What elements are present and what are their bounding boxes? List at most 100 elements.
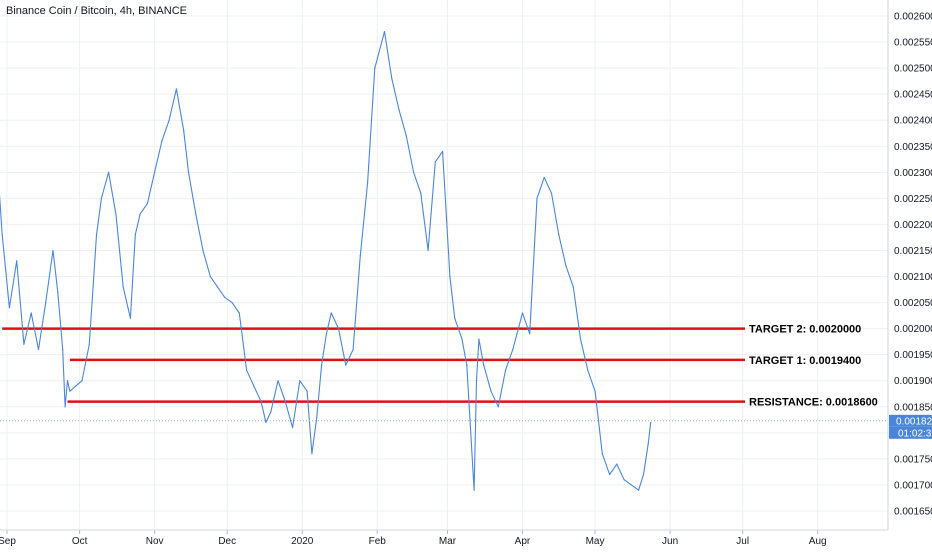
price-axis[interactable]: 0.0026000 0.0025500 0.0025000 0.0024500 0.00… (887, 0, 932, 530)
price-point (608, 473, 611, 476)
price-point (594, 390, 596, 392)
price-point (616, 463, 618, 465)
price-point (391, 77, 393, 80)
price-point (62, 348, 64, 351)
price-point (497, 406, 499, 408)
time-tick-label: Feb (369, 536, 387, 547)
price-point (57, 291, 59, 293)
price-point (630, 484, 632, 486)
time-tick-label: Nov (146, 536, 164, 547)
price-point (299, 380, 301, 382)
symbol-title: Binance Coin / Bitcoin, 4h, BINANCE (6, 5, 187, 17)
countdown-badge (889, 426, 932, 439)
price-point (154, 171, 156, 173)
price-point (311, 453, 313, 455)
current-price-badge (889, 414, 932, 427)
price-tick-label: 0.0020500 (894, 298, 932, 309)
price-point (359, 255, 361, 257)
price-point (352, 348, 354, 351)
price-point (601, 453, 603, 455)
price-point (550, 192, 553, 194)
level-label: TARGET 2: 0.0020000 (749, 324, 861, 336)
price-point (420, 192, 422, 194)
price-point (383, 31, 386, 33)
price-point (115, 213, 117, 215)
price-point (69, 390, 71, 392)
price-point (216, 286, 219, 288)
price-point (321, 364, 323, 366)
time-axis[interactable]: Sep Oct Nov Dec 2020 Feb Mar Apr May Jun Jul Aug (0, 529, 888, 547)
price-point (642, 473, 645, 476)
price-point (146, 202, 148, 205)
price-tick-label: 0.0017500 (894, 454, 932, 465)
price-tick-label: 0.0025000 (894, 64, 932, 75)
price-point (161, 140, 163, 142)
price-tick-label: 0.0018500 (894, 402, 932, 413)
price-point (122, 286, 124, 288)
price-point (558, 234, 560, 236)
price-point (412, 171, 415, 173)
price-point (543, 176, 545, 179)
price-point (647, 442, 649, 444)
price-point (461, 338, 463, 340)
price-point (64, 406, 66, 408)
price-point (529, 333, 531, 335)
time-tick-label: Jul (736, 536, 749, 547)
price-point (95, 234, 98, 236)
price-point (231, 301, 233, 304)
time-tick-label: Sep (0, 536, 16, 547)
price-point (521, 312, 524, 314)
price-point (466, 364, 468, 366)
price-point (52, 249, 54, 252)
time-tick-label: Jun (662, 536, 678, 547)
time-tick-label: Mar (439, 536, 457, 547)
time-tick-label: Dec (218, 536, 236, 547)
price-point (572, 286, 574, 288)
price-point (442, 150, 444, 153)
price-tick-label: 0.0019500 (894, 350, 932, 361)
price-tick-label: 0.0021000 (894, 272, 932, 283)
price-tick-label: 0.0025500 (894, 38, 932, 49)
price-point (475, 380, 478, 382)
price-point (512, 348, 514, 351)
price-tick-label: 0.0017000 (894, 480, 932, 491)
time-tick-label: Oct (72, 536, 88, 547)
price-point (134, 234, 136, 236)
price-point (45, 301, 47, 304)
price-point (175, 88, 177, 90)
price-point (405, 135, 407, 137)
price-point (284, 400, 286, 403)
price-point (66, 380, 69, 382)
level-label: RESISTANCE: 0.0018600 (749, 397, 878, 409)
price-point (108, 171, 110, 173)
price-point (449, 275, 451, 278)
price-point (260, 400, 262, 403)
countdown-label: 01:02:37 (898, 428, 932, 439)
price-tick-label: 0.0020000 (894, 324, 932, 335)
price-point (650, 421, 652, 424)
price-point (245, 369, 248, 371)
price-point (224, 296, 226, 298)
price-point (88, 343, 90, 345)
price-point (1, 234, 3, 236)
price-point (16, 260, 18, 262)
price-point (202, 249, 204, 252)
price-point (325, 333, 328, 335)
price-point (183, 130, 185, 132)
price-point (427, 249, 429, 252)
time-tick-label: Apr (515, 536, 531, 547)
price-tick-label: 0.0024500 (894, 90, 932, 101)
price-point (366, 182, 369, 184)
current-price-label: 0.0018231 (896, 416, 932, 427)
price-point (483, 364, 485, 366)
time-tick-label: May (586, 536, 605, 547)
price-point (195, 213, 197, 215)
price-point (337, 328, 340, 330)
price-point (638, 489, 640, 491)
price-point (100, 197, 102, 199)
price-point (345, 364, 347, 366)
price-point (565, 265, 567, 267)
price-tick-label: 0.0022000 (894, 220, 932, 231)
